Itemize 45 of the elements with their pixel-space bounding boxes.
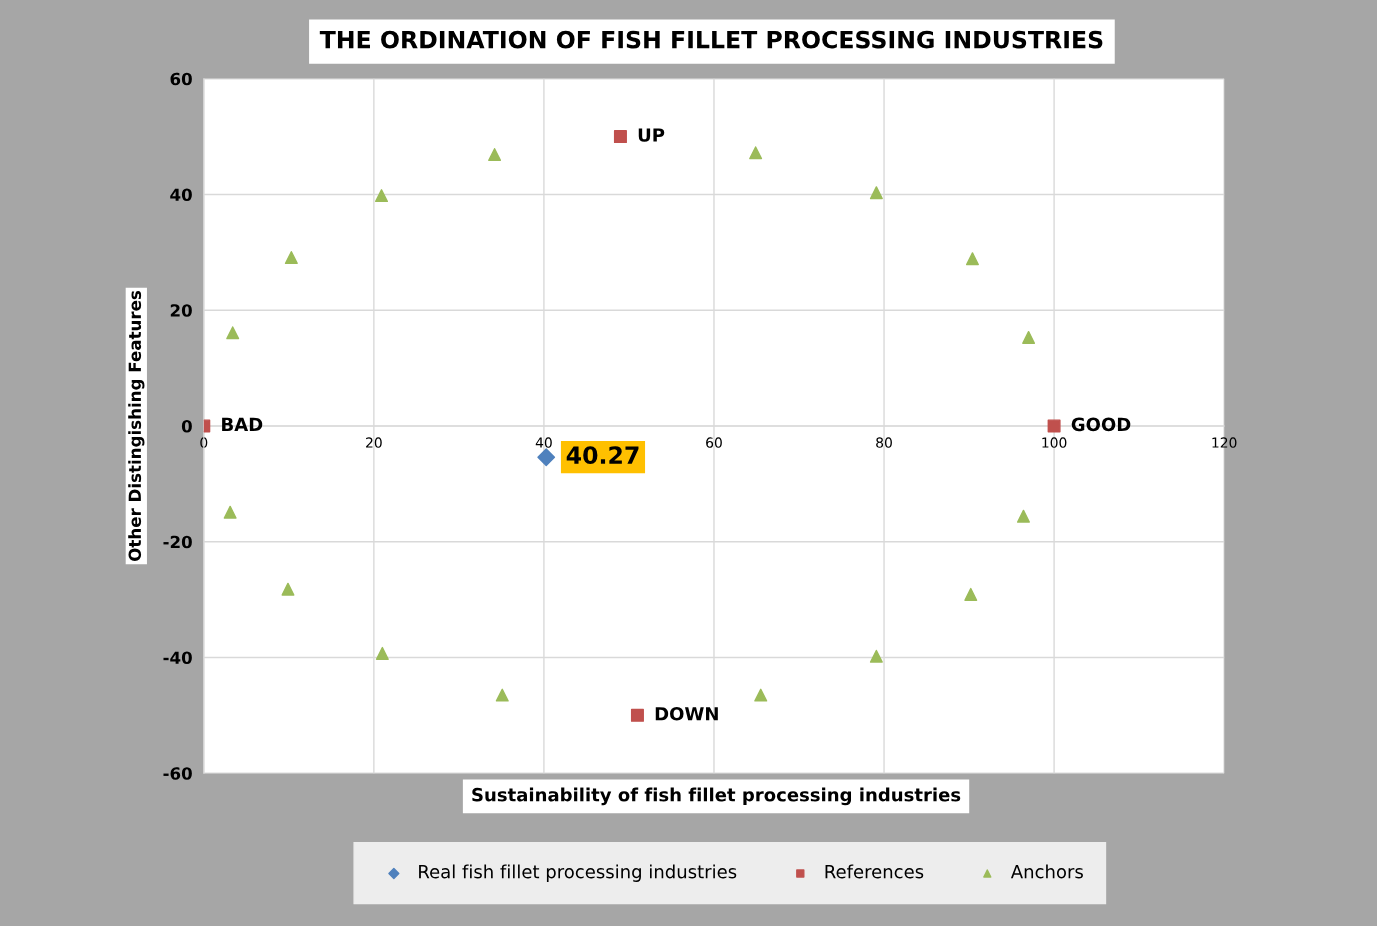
point [537,448,556,467]
y-tick-label: 20 [170,304,192,317]
point [1022,330,1036,344]
point [488,148,502,162]
y-tick-label: 60 [170,72,192,86]
x-axis-title: Sustainability of fish fillet processing industries [472,787,961,806]
point [495,688,509,702]
y-axis-title: Other Distingishing Features [128,290,145,561]
chart-title: THE ORDINATION OF FISH FILLET PROCESSING INDUSTRIES [319,30,1103,49]
point [375,189,389,203]
x-tick-label: 80 [876,437,892,448]
point [1016,509,1030,523]
point [613,130,627,144]
x-tick-label: 100 [1042,437,1067,448]
legend-label: Anchors [1010,864,1083,879]
annotation: 40.27 [566,446,639,465]
point [965,252,979,266]
point [749,146,763,160]
x-tick-label: 20 [366,437,382,448]
legend-label: Real fish fillet processing industries [419,864,737,882]
point [375,646,389,660]
point [284,251,298,265]
point [226,326,240,340]
y-tick-label: -60 [163,767,192,780]
point [1047,419,1061,433]
annotation: UP [638,128,665,142]
point [964,587,978,601]
point [754,688,768,702]
point [281,582,295,596]
x-tick-label: 60 [706,437,722,448]
annotation: DOWN [655,706,718,721]
annotation: GOOD [1071,417,1131,432]
x-tick-label: 40 [535,437,552,448]
point [630,708,644,722]
point [223,505,237,519]
y-tick-label: 40 [170,188,192,202]
x-tick-label: 120 [1212,437,1237,448]
y-tick-label: -20 [163,535,192,549]
y-tick-label: 0 [181,419,192,433]
point [869,186,883,200]
legend-label: References [825,864,924,879]
y-tick-label: -40 [163,651,192,665]
x-tick-label: 0 [200,437,208,448]
annotation: BAD [222,417,263,431]
point [869,649,883,663]
